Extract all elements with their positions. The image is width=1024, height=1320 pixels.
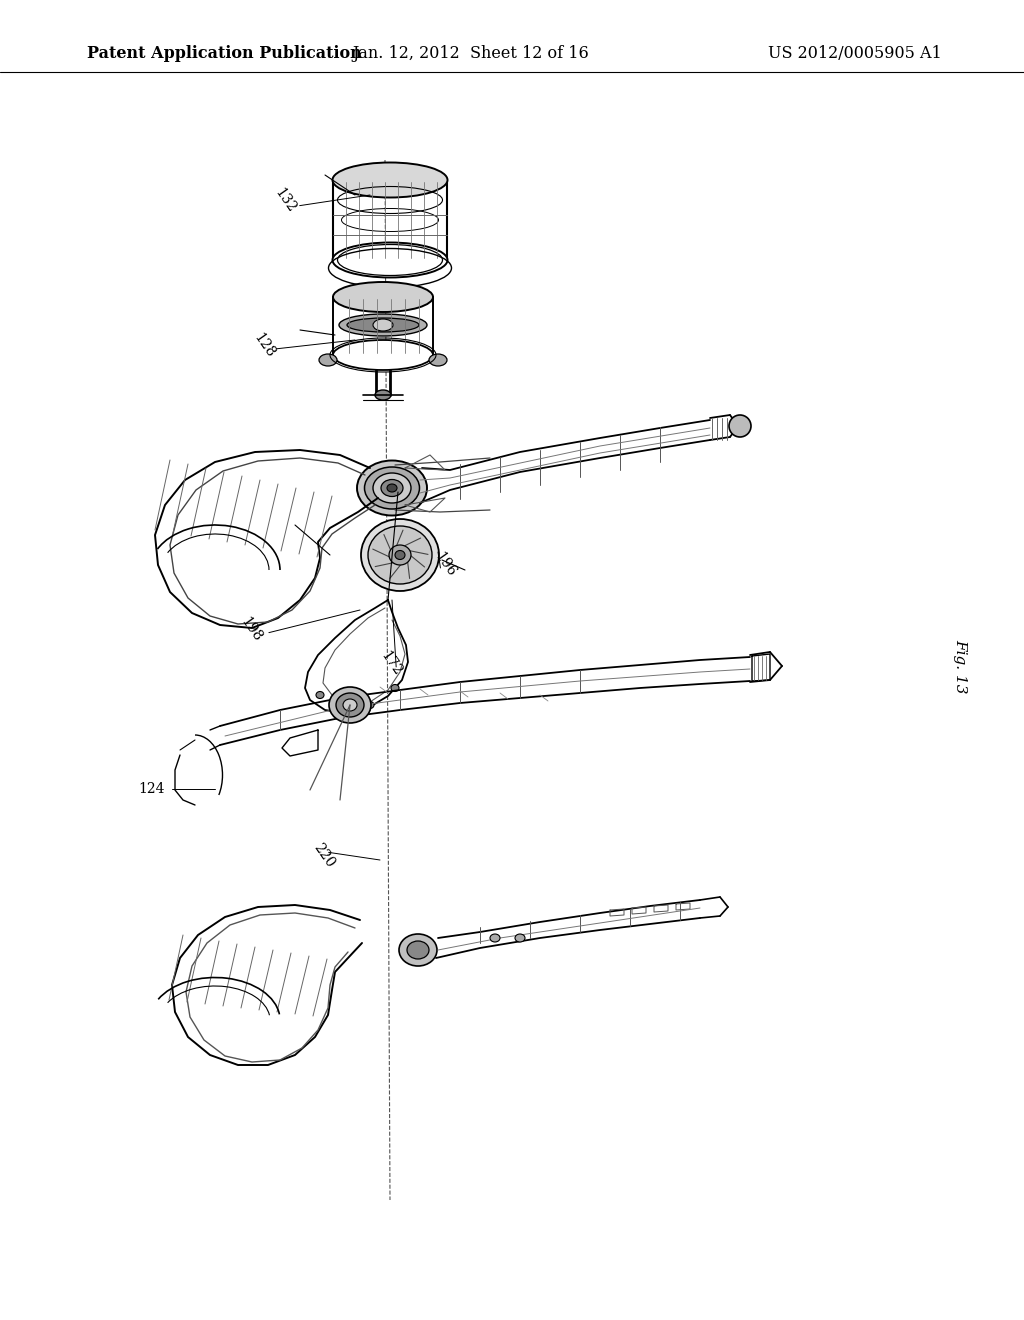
Ellipse shape	[381, 479, 403, 496]
Ellipse shape	[336, 693, 364, 717]
Ellipse shape	[429, 354, 447, 366]
Ellipse shape	[333, 341, 433, 370]
Ellipse shape	[387, 484, 397, 492]
Text: 132: 132	[271, 186, 298, 215]
Ellipse shape	[389, 545, 411, 565]
Ellipse shape	[373, 473, 411, 503]
Ellipse shape	[347, 318, 419, 333]
Text: 124: 124	[138, 783, 165, 796]
Text: Fig. 13: Fig. 13	[953, 639, 968, 694]
Text: Patent Application Publication: Patent Application Publication	[87, 45, 361, 62]
Ellipse shape	[366, 701, 374, 709]
Ellipse shape	[319, 354, 337, 366]
Ellipse shape	[343, 700, 357, 711]
Text: 198: 198	[238, 615, 264, 644]
Ellipse shape	[333, 282, 433, 312]
Ellipse shape	[729, 414, 751, 437]
Ellipse shape	[490, 935, 500, 942]
Ellipse shape	[515, 935, 525, 942]
Ellipse shape	[391, 685, 399, 692]
Ellipse shape	[333, 162, 447, 198]
Ellipse shape	[357, 461, 427, 516]
Ellipse shape	[365, 467, 420, 510]
Text: 220: 220	[310, 841, 337, 870]
Ellipse shape	[341, 704, 349, 710]
Ellipse shape	[339, 314, 427, 337]
Text: 196: 196	[432, 550, 459, 579]
Text: 172: 172	[378, 649, 404, 678]
Ellipse shape	[333, 243, 447, 277]
Ellipse shape	[316, 692, 324, 698]
Ellipse shape	[373, 319, 393, 331]
Ellipse shape	[329, 686, 371, 723]
Ellipse shape	[399, 935, 437, 966]
Text: 128: 128	[251, 331, 278, 360]
Ellipse shape	[395, 550, 406, 560]
Ellipse shape	[361, 519, 439, 591]
Ellipse shape	[375, 389, 391, 400]
Ellipse shape	[407, 941, 429, 960]
Text: US 2012/0005905 A1: US 2012/0005905 A1	[768, 45, 942, 62]
Text: Jan. 12, 2012  Sheet 12 of 16: Jan. 12, 2012 Sheet 12 of 16	[352, 45, 590, 62]
Ellipse shape	[368, 525, 432, 583]
